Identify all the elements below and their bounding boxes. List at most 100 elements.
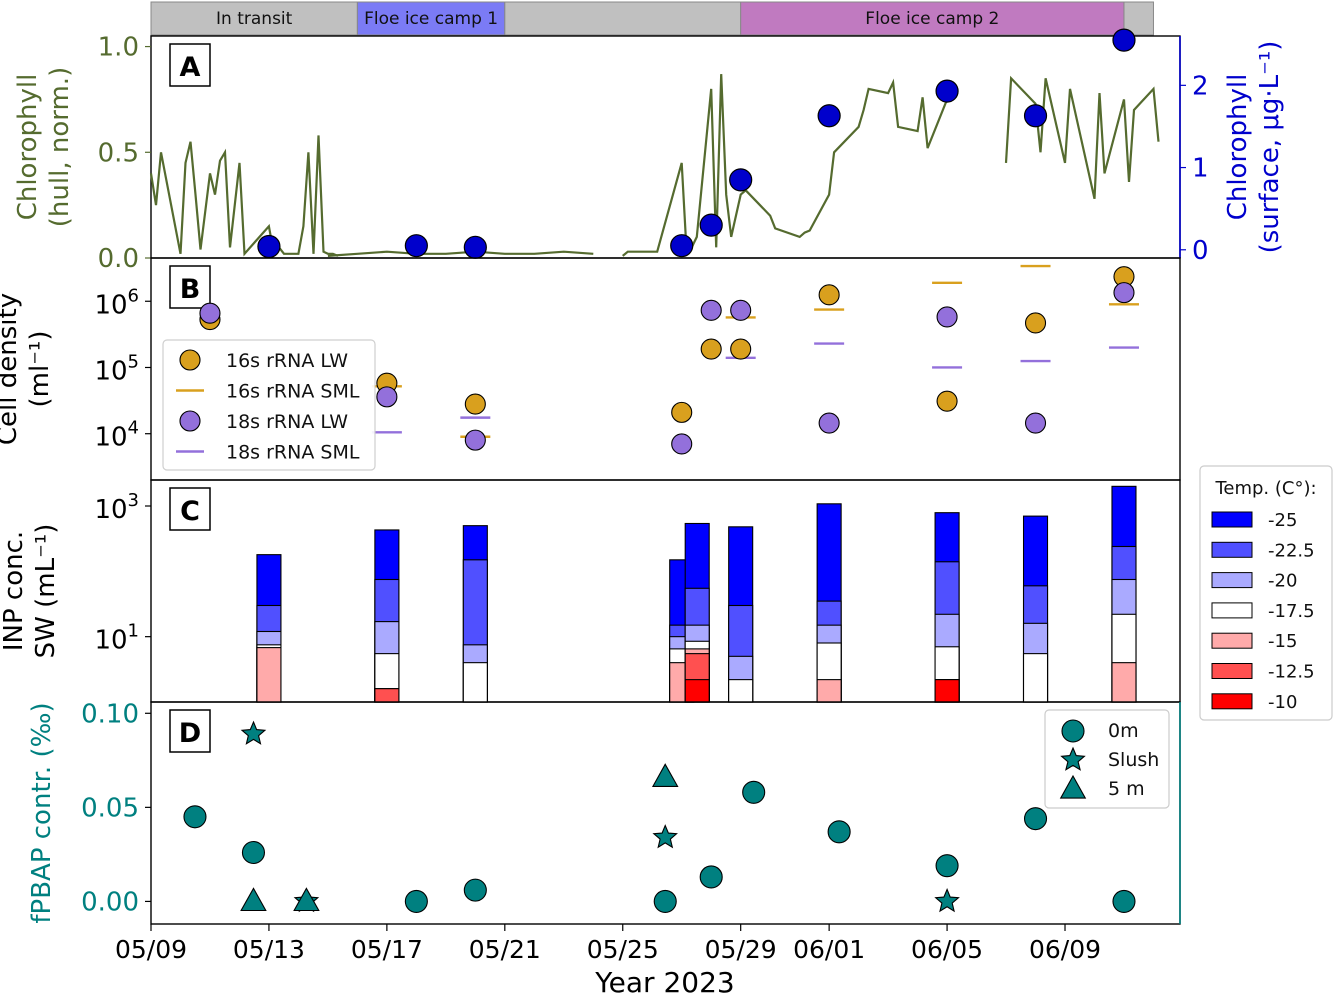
fpbap-5m-point — [293, 887, 320, 912]
y-tick-label: 103 — [94, 490, 139, 525]
surface-chlorophyll-point — [670, 234, 694, 258]
legend-label: 18s rRNA LW — [226, 411, 348, 433]
phase-segment — [150, 1, 358, 36]
lw-point — [936, 306, 958, 328]
fpbap-0m-point — [699, 865, 723, 889]
lw-point — [464, 393, 486, 415]
y-tick-label: 0.05 — [81, 793, 139, 823]
axis-label-line: Chlorophyll — [13, 74, 43, 221]
fpbap-0m-point — [935, 854, 959, 878]
fpbap-0m-point — [183, 805, 207, 829]
legend-fpbap: 0m Slush 5 m — [1044, 709, 1170, 809]
tick-base: 10 — [94, 290, 127, 320]
chlorophyll-hull-line — [1004, 75, 1160, 200]
axis-label-line: Cell density — [0, 293, 23, 445]
chlorophyll-hull-line — [149, 135, 339, 257]
right-axis-label: Chlorophyll(surface, μg·L⁻¹) — [1223, 41, 1285, 254]
legend-label: -22.5 — [1268, 540, 1315, 561]
legend-swatch — [1211, 572, 1253, 589]
lw-point — [730, 338, 752, 360]
fpbap-0m-point — [742, 780, 766, 804]
tick-exponent: 1 — [128, 621, 139, 642]
phase-bar: In transit Floe ice camp 1 Floe ice camp 2 — [150, 1, 1154, 36]
surface-chlorophyll-point — [699, 213, 723, 237]
legend-swatch — [1211, 663, 1253, 679]
inp-bar-segment — [1111, 662, 1137, 703]
chlorophyll-hull-line — [327, 250, 594, 257]
legend-marker — [1059, 774, 1087, 799]
fpbap-0m-point — [1023, 807, 1048, 831]
lw-point — [376, 386, 398, 408]
inp-bar-segment — [462, 662, 488, 703]
x-tick-label: 05/21 — [469, 935, 541, 964]
fpbap-0m-point — [463, 878, 487, 902]
fpbap-5m-point — [651, 763, 679, 787]
panel-letter-box — [169, 487, 211, 531]
fpbap-0m-point — [241, 840, 266, 865]
x-tick-label: 05/29 — [705, 935, 777, 964]
y-axis-label: fPBAP contr. (‰) — [27, 702, 57, 923]
legend-swatch — [1211, 693, 1253, 710]
legend-title: Temp. (C°): — [1214, 478, 1316, 499]
fpbap-5m-point — [240, 887, 267, 912]
legend-label: Slush — [1108, 749, 1159, 771]
legend-label: 16s rRNA SML — [226, 381, 360, 403]
y-tick-label: 104 — [94, 418, 139, 453]
lw-point — [671, 401, 693, 423]
x-tick-label: 05/13 — [233, 935, 305, 964]
lw-point — [818, 284, 840, 306]
tick-base: 10 — [94, 626, 127, 656]
fpbap-0m-point — [653, 889, 677, 913]
y-tick-label: 0.0 — [98, 244, 139, 274]
inp-bar-segment — [684, 679, 710, 703]
tick-base: 10 — [94, 495, 127, 525]
inp-bar-segment — [256, 647, 282, 703]
legend-label: -10 — [1268, 692, 1297, 713]
surface-chlorophyll-point — [729, 168, 753, 192]
right-y-tick-label: 0 — [1192, 236, 1209, 266]
y-tick-label: 0.00 — [81, 887, 139, 917]
legend-marker — [1060, 746, 1086, 771]
axis-label-line: (hull, norm.) — [45, 67, 75, 227]
phase-segment — [740, 1, 1125, 36]
y-tick-label: 105 — [94, 351, 139, 386]
tick-exponent: 4 — [128, 418, 139, 439]
lw-point — [671, 433, 693, 455]
legend-label: 0m — [1108, 720, 1139, 742]
legend-box — [1199, 465, 1333, 721]
inp-bar-segment — [934, 679, 960, 703]
inp-bar-segment — [1022, 653, 1049, 703]
lw-point — [936, 390, 958, 412]
panel-letter: B — [180, 274, 201, 305]
surface-chlorophyll-point — [1023, 104, 1048, 128]
x-tick-label: 06/05 — [911, 935, 983, 964]
legend-marker — [179, 410, 201, 432]
y-tick-label: 0.5 — [98, 138, 139, 168]
fpbap-slush-point — [652, 824, 678, 849]
legend-label: 5 m — [1108, 778, 1145, 800]
axis-label-line: (ml⁻¹) — [25, 331, 55, 408]
tick-exponent: 6 — [128, 285, 139, 306]
y-tick-label: 106 — [94, 285, 139, 320]
fpbap-slush-point — [934, 887, 960, 913]
tick-exponent: 3 — [128, 490, 139, 511]
tick-base: 10 — [94, 423, 127, 453]
lw-point — [1024, 412, 1047, 434]
legend-box — [162, 339, 376, 471]
fpbap-slush-point — [240, 720, 267, 745]
lw-point — [730, 299, 752, 321]
surface-chlorophyll-point — [404, 234, 428, 258]
phase-segment — [356, 1, 506, 36]
lw-point — [1113, 282, 1135, 304]
lw-point — [818, 412, 840, 434]
y-tick-label: 101 — [94, 621, 139, 656]
legend-label: -12.5 — [1268, 662, 1315, 683]
legend-label: -25 — [1268, 510, 1297, 531]
lw-point — [1024, 312, 1047, 334]
legend-label: -20 — [1268, 571, 1297, 592]
x-axis-label: Year 2023 — [594, 966, 734, 998]
phase-label: Floe ice camp 2 — [865, 9, 999, 29]
